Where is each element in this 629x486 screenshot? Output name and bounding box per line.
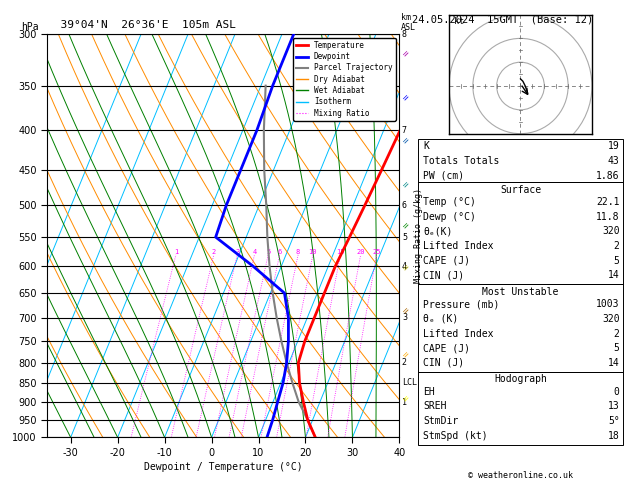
Text: CIN (J): CIN (J) <box>423 270 464 280</box>
Text: Temp (°C): Temp (°C) <box>423 197 476 208</box>
Text: =: = <box>400 349 411 361</box>
Text: 3: 3 <box>402 313 407 322</box>
Text: θₑ (K): θₑ (K) <box>423 314 459 324</box>
Text: Mixing Ratio (g/kg): Mixing Ratio (g/kg) <box>415 188 423 283</box>
Text: 5°: 5° <box>608 416 620 426</box>
Text: 14: 14 <box>608 270 620 280</box>
Text: =: = <box>400 48 411 59</box>
X-axis label: Dewpoint / Temperature (°C): Dewpoint / Temperature (°C) <box>144 462 303 472</box>
Text: StmSpd (kt): StmSpd (kt) <box>423 431 488 441</box>
Text: SREH: SREH <box>423 401 447 412</box>
Text: km
ASL: km ASL <box>401 13 416 32</box>
Text: Pressure (mb): Pressure (mb) <box>423 299 499 310</box>
Text: © weatheronline.co.uk: © weatheronline.co.uk <box>468 471 573 480</box>
Text: =: = <box>400 220 411 232</box>
Text: 3: 3 <box>235 249 239 255</box>
Text: 25: 25 <box>372 249 381 255</box>
Text: 10: 10 <box>309 249 317 255</box>
Text: 13: 13 <box>608 401 620 412</box>
Text: 5: 5 <box>614 343 620 353</box>
Text: 1: 1 <box>174 249 178 255</box>
Text: 7: 7 <box>402 126 407 135</box>
Text: 6: 6 <box>402 201 407 209</box>
Text: 1: 1 <box>402 398 407 407</box>
Text: Totals Totals: Totals Totals <box>423 156 499 166</box>
Text: =: = <box>400 261 411 273</box>
Text: 18: 18 <box>608 431 620 441</box>
Text: 20: 20 <box>357 249 365 255</box>
Text: 320: 320 <box>602 226 620 237</box>
Text: 2: 2 <box>614 241 620 251</box>
Text: Most Unstable: Most Unstable <box>482 287 559 297</box>
Text: 1.86: 1.86 <box>596 171 620 181</box>
Text: =: = <box>400 305 411 317</box>
Text: EH: EH <box>423 387 435 397</box>
Text: 0: 0 <box>614 387 620 397</box>
Text: 4: 4 <box>252 249 257 255</box>
Text: 8: 8 <box>402 30 407 38</box>
Text: Lifted Index: Lifted Index <box>423 329 494 339</box>
Text: 1003: 1003 <box>596 299 620 310</box>
Text: 2: 2 <box>211 249 216 255</box>
Text: =: = <box>400 393 411 404</box>
Text: 2: 2 <box>402 358 407 367</box>
Text: 5: 5 <box>402 233 407 242</box>
Text: 320: 320 <box>602 314 620 324</box>
Text: LCL: LCL <box>402 379 417 387</box>
Text: 43: 43 <box>608 156 620 166</box>
Legend: Temperature, Dewpoint, Parcel Trajectory, Dry Adiabat, Wet Adiabat, Isotherm, Mi: Temperature, Dewpoint, Parcel Trajectory… <box>293 38 396 121</box>
Text: CIN (J): CIN (J) <box>423 358 464 368</box>
Text: Dewp (°C): Dewp (°C) <box>423 212 476 222</box>
Text: 22.1: 22.1 <box>596 197 620 208</box>
Text: 4: 4 <box>402 262 407 271</box>
Text: 11.8: 11.8 <box>596 212 620 222</box>
Text: 15: 15 <box>336 249 345 255</box>
Text: 14: 14 <box>608 358 620 368</box>
Text: 19: 19 <box>608 141 620 152</box>
Text: StmDir: StmDir <box>423 416 459 426</box>
Text: kt: kt <box>454 17 464 26</box>
Text: K: K <box>423 141 429 152</box>
Text: 8: 8 <box>296 249 300 255</box>
Text: Hodograph: Hodograph <box>494 374 547 384</box>
Text: PW (cm): PW (cm) <box>423 171 464 181</box>
Text: 2: 2 <box>614 329 620 339</box>
Text: Lifted Index: Lifted Index <box>423 241 494 251</box>
Text: CAPE (J): CAPE (J) <box>423 256 470 266</box>
Text: 5: 5 <box>266 249 270 255</box>
Text: 5: 5 <box>614 256 620 266</box>
Text: =: = <box>400 179 411 191</box>
Text: hPa: hPa <box>21 22 38 32</box>
Text: 24.05.2024  15GMT  (Base: 12): 24.05.2024 15GMT (Base: 12) <box>412 15 593 25</box>
Text: θₑ(K): θₑ(K) <box>423 226 453 237</box>
Text: 39°04'N  26°36'E  105m ASL: 39°04'N 26°36'E 105m ASL <box>47 20 236 31</box>
Text: =: = <box>400 135 411 147</box>
Text: 6: 6 <box>277 249 282 255</box>
Text: CAPE (J): CAPE (J) <box>423 343 470 353</box>
Text: Surface: Surface <box>500 185 541 195</box>
Text: =: = <box>400 91 411 103</box>
